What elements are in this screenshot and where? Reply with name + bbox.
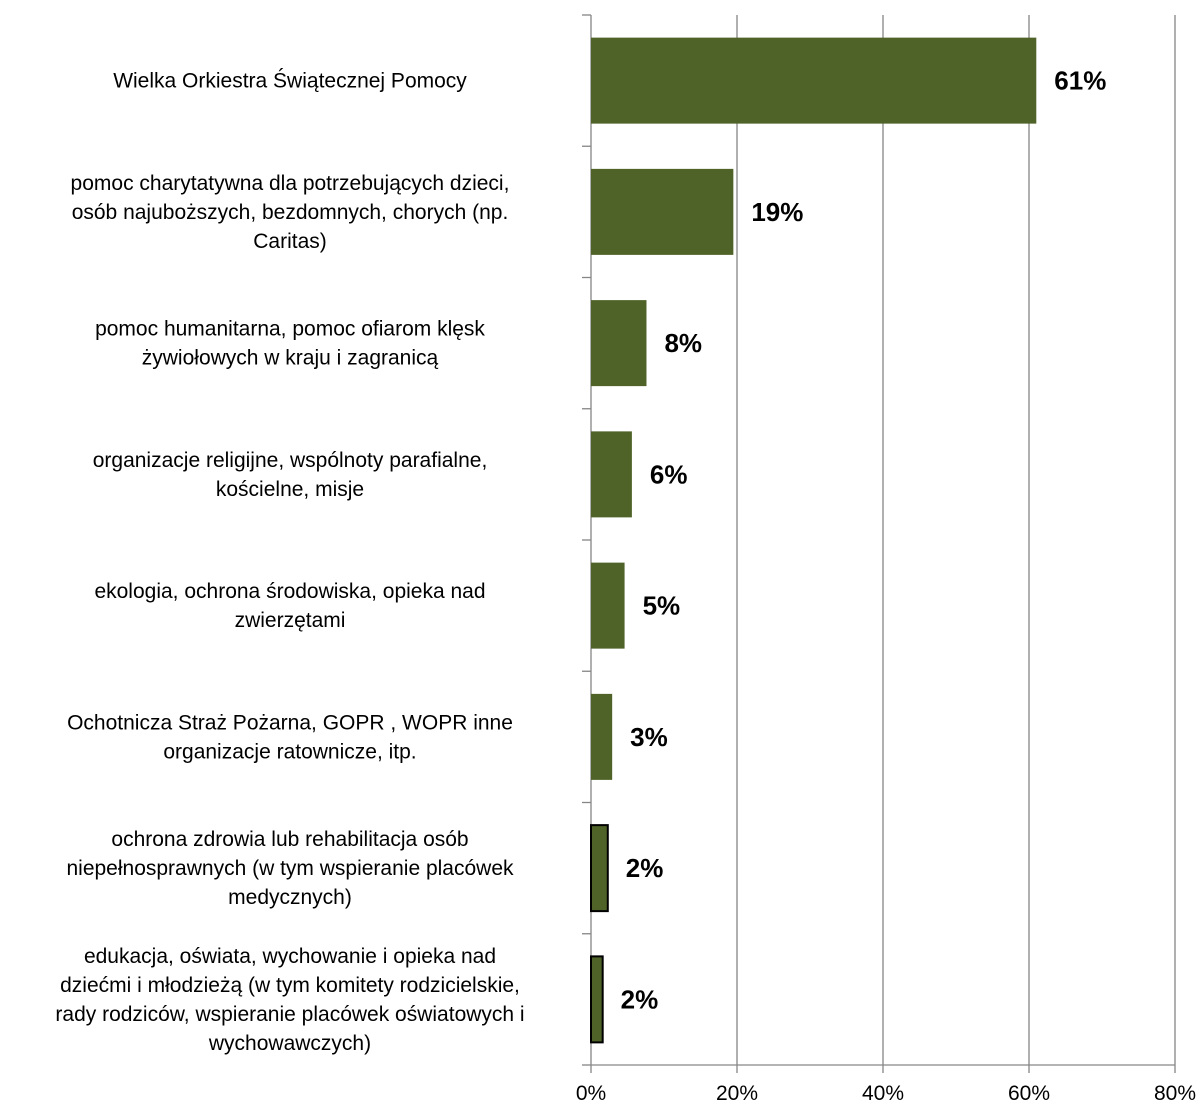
bar <box>590 824 609 913</box>
data-label: 19% <box>751 197 803 227</box>
category-label-line: niepełnosprawnych (w tym wspieranie plac… <box>66 857 514 880</box>
category-label-line: medycznych) <box>228 886 352 909</box>
category-label-line: ekologia, ochrona środowiska, opieka nad <box>94 580 485 603</box>
category-label-line: Wielka Orkiestra Świątecznej Pomocy <box>113 69 467 93</box>
category-label: Ochotnicza Straż Pożarna, GOPR , WOPR in… <box>67 711 513 763</box>
data-label: 2% <box>621 984 659 1014</box>
category-label-line: pomoc charytatywna dla potrzebujących dz… <box>71 172 510 195</box>
category-label: ekologia, ochrona środowiska, opieka nad… <box>94 580 485 632</box>
bar <box>591 300 647 387</box>
category-label: organizacje religijne, wspólnoty parafia… <box>93 449 488 501</box>
category-label-line: kościelne, misje <box>216 478 364 501</box>
category-label-line: rady rodziców, wspieranie placówek oświa… <box>55 1003 524 1026</box>
category-label-line: organizacje ratownicze, itp. <box>163 740 416 763</box>
category-label-line: dziećmi i młodzieżą (w tym komitety rodz… <box>60 974 520 997</box>
bar <box>591 168 734 255</box>
data-label: 3% <box>630 722 668 752</box>
data-label: 6% <box>650 459 688 489</box>
category-label-line: edukacja, oświata, wychowanie i opieka n… <box>84 945 496 968</box>
data-label: 5% <box>643 591 681 621</box>
x-tick-label: 0% <box>576 1082 606 1105</box>
bar <box>590 955 604 1044</box>
bar <box>591 693 613 780</box>
bar <box>591 562 625 649</box>
category-label-line: organizacje religijne, wspólnoty parafia… <box>93 449 488 472</box>
category-label-line: żywiołowych w kraju i zagranicą <box>142 347 439 370</box>
category-label-line: osób najuboższych, bezdomnych, chorych (… <box>72 201 509 224</box>
category-label: pomoc charytatywna dla potrzebujących dz… <box>71 172 510 253</box>
category-label: pomoc humanitarna, pomoc ofiarom klęsk ży… <box>95 318 485 370</box>
category-label-line: pomoc humanitarna, pomoc ofiarom klęsk <box>95 318 485 341</box>
data-label: 2% <box>626 853 664 883</box>
category-label: edukacja, oświata, wychowanie i opieka n… <box>55 945 524 1055</box>
data-label: 8% <box>664 328 702 358</box>
x-tick-label: 80% <box>1154 1082 1196 1105</box>
category-label-line: zwierzętami <box>235 609 346 632</box>
category-label: ochrona zdrowia lub rehabilitacja osób ni… <box>66 828 514 909</box>
bar <box>591 431 632 518</box>
x-tick-label: 20% <box>716 1082 758 1105</box>
category-label-line: Caritas) <box>253 230 327 253</box>
category-label-line: ochrona zdrowia lub rehabilitacja osób <box>111 828 468 851</box>
bar <box>591 37 1037 124</box>
x-tick-label: 60% <box>1008 1082 1050 1105</box>
category-label: Wielka Orkiestra Świątecznej Pomocy <box>113 69 467 93</box>
data-label: 61% <box>1054 66 1106 96</box>
category-label-line: Ochotnicza Straż Pożarna, GOPR , WOPR in… <box>67 711 513 734</box>
category-label-line: wychowawczych) <box>208 1032 371 1055</box>
x-tick-label: 40% <box>862 1082 904 1105</box>
